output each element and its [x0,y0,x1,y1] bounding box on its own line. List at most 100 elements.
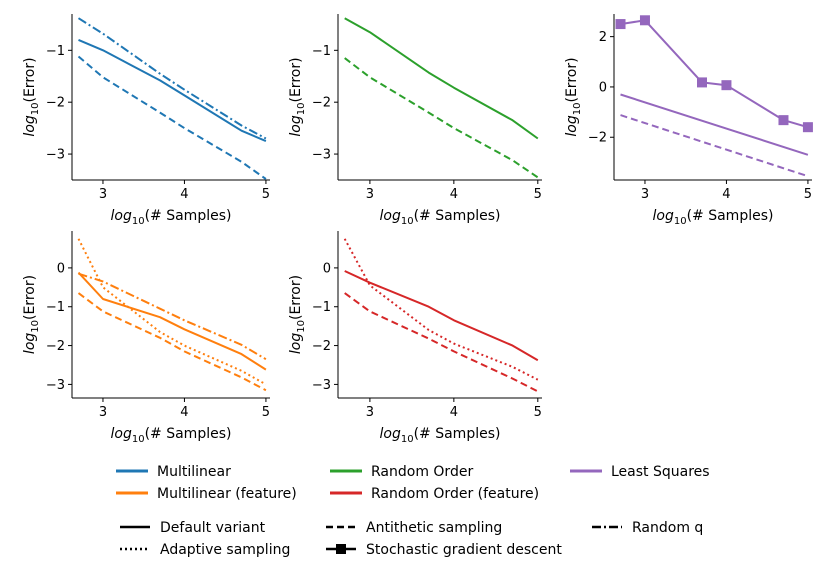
y-axis-label-rest: (Error) [288,275,304,320]
legend-label: Antithetic sampling [366,520,502,536]
y-axis-label-sub: 10 [296,102,307,115]
legend-label: Default variant [160,520,266,536]
legend-label: Multilinear (feature) [157,486,297,502]
y-tick-label: 0 [57,261,65,276]
x-tick-label: 4 [450,187,458,202]
series-line-least-squares-stochastic-gradient-descent [620,19,809,129]
legend-label: Multilinear [157,464,231,480]
x-axis-label-rest: (# Samples) [145,426,232,442]
legend-label: Random Order [371,464,473,480]
legend-label: Stochastic gradient descent [366,542,562,558]
y-tick-label: −1 [46,300,65,315]
y-tick-label: 2 [599,30,607,45]
x-axis-label: log10(# Samples) [380,208,501,227]
legend-item-default-variant: Default variant [120,520,266,536]
x-tick-label: 3 [99,187,107,202]
y-tick-label: −2 [312,96,331,111]
series-line-multilinear-random-q [77,17,267,140]
y-tick-label: −1 [46,44,65,59]
data-point-square [721,80,732,91]
data-point-square [697,77,707,88]
x-axis-label-base: log [653,208,674,224]
data-point-square [802,122,813,133]
y-tick-label: −3 [312,378,331,393]
y-axis-label-base: log [564,115,580,136]
y-axis-label-base: log [288,115,304,136]
variant-legend: Default variant Antithetic sampling Random… [120,520,703,558]
y-tick-label: −2 [312,339,331,354]
y-axis-label: log10(Error) [288,275,307,354]
y-axis-label-sub: 10 [30,102,41,115]
x-tick-label: 5 [262,187,270,202]
series-line-multilinear-feature-antithetic-sampling [77,292,267,392]
data-point-square [615,19,626,30]
x-tick-label: 4 [722,187,730,202]
y-axis-label-base: log [22,115,38,136]
y-axis-label: log10(Error) [22,57,41,136]
y-tick-label: −1 [312,44,331,59]
y-tick-label: −2 [588,131,607,146]
method-legend: Multilinear Random Order Least Squares Mult… [116,464,710,502]
legend-item-multilinear: Multilinear [116,464,231,480]
x-axis-label: log10(# Samples) [653,208,774,227]
y-tick-label: −2 [46,96,65,111]
x-axis-label-base: log [111,426,132,442]
x-axis-label-base: log [380,426,401,442]
series-line-multilinear-antithetic-sampling [77,55,267,180]
x-tick-label: 4 [180,405,188,420]
series-line-random-order-antithetic-sampling [344,57,539,179]
series-line-least-squares-default-variant [620,93,809,156]
y-axis-label-sub: 10 [30,320,41,333]
legend-item-stochastic-gradient-descent: Stochastic gradient descent [326,542,562,558]
legend-label: Random q [632,520,703,536]
y-axis-label-base: log [288,333,304,354]
series-line-random-order-feature-antithetic-sampling [344,292,539,393]
legend-item-random-order: Random Order [330,464,473,480]
x-axis-label: log10(# Samples) [111,426,232,445]
x-axis-label-rest: (# Samples) [687,208,774,224]
x-axis-label-sub: 10 [132,216,145,227]
y-axis-label: log10(Error) [288,57,307,136]
x-tick-label: 3 [366,187,374,202]
legend-item-adaptive-sampling: Adaptive sampling [120,542,290,558]
y-axis-label-rest: (Error) [22,275,38,320]
x-axis-label-sub: 10 [674,216,687,227]
y-tick-label: 0 [323,261,331,276]
y-axis-label-rest: (Error) [22,57,38,102]
data-point-square [639,15,650,26]
series-line-random-order-default-variant [344,17,539,140]
y-tick-label: −3 [46,148,65,163]
legend-label: Least Squares [611,464,710,480]
legend-label: Random Order (feature) [371,486,539,502]
legend-label: Adaptive sampling [160,542,290,558]
x-tick-label: 3 [641,187,649,202]
x-axis-label-rest: (# Samples) [414,426,501,442]
x-tick-label: 5 [262,405,270,420]
x-axis-label: log10(# Samples) [111,208,232,227]
x-tick-label: 4 [180,187,188,202]
x-axis-label: log10(# Samples) [380,426,501,445]
series-line-multilinear-feature-default-variant [77,271,267,371]
series-line-random-order-feature-adaptive-sampling [343,238,539,381]
x-tick-label: 5 [804,187,812,202]
legend-marker-square [336,544,346,554]
y-tick-label: −2 [46,339,65,354]
data-point-square [778,115,789,126]
y-axis-label-rest: (Error) [564,57,580,102]
y-axis-label-sub: 10 [296,320,307,333]
series-line-multilinear-feature-adaptive-sampling [77,238,267,386]
x-tick-label: 3 [366,405,374,420]
x-axis-label-rest: (# Samples) [145,208,232,224]
y-tick-label: −1 [312,300,331,315]
y-axis-label: log10(Error) [564,57,583,136]
legend-item-random-q: Random q [592,520,703,536]
x-tick-label: 3 [99,405,107,420]
y-axis-label-rest: (Error) [288,57,304,102]
